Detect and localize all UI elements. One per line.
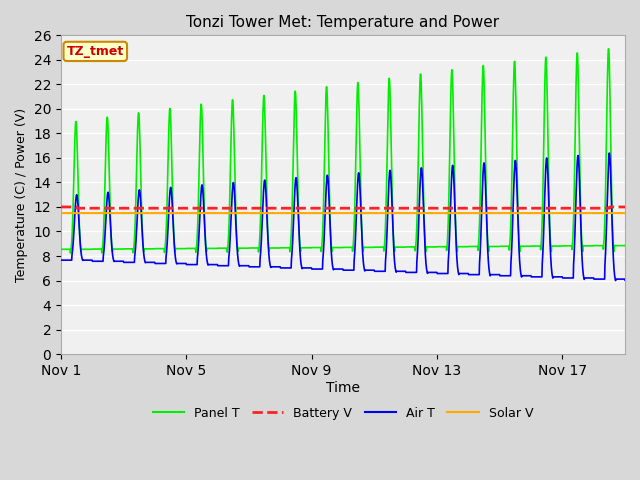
- Y-axis label: Temperature (C) / Power (V): Temperature (C) / Power (V): [15, 108, 28, 282]
- Text: TZ_tmet: TZ_tmet: [67, 45, 124, 58]
- X-axis label: Time: Time: [326, 381, 360, 395]
- Legend: Panel T, Battery V, Air T, Solar V: Panel T, Battery V, Air T, Solar V: [148, 402, 538, 425]
- Title: Tonzi Tower Met: Temperature and Power: Tonzi Tower Met: Temperature and Power: [186, 15, 500, 30]
